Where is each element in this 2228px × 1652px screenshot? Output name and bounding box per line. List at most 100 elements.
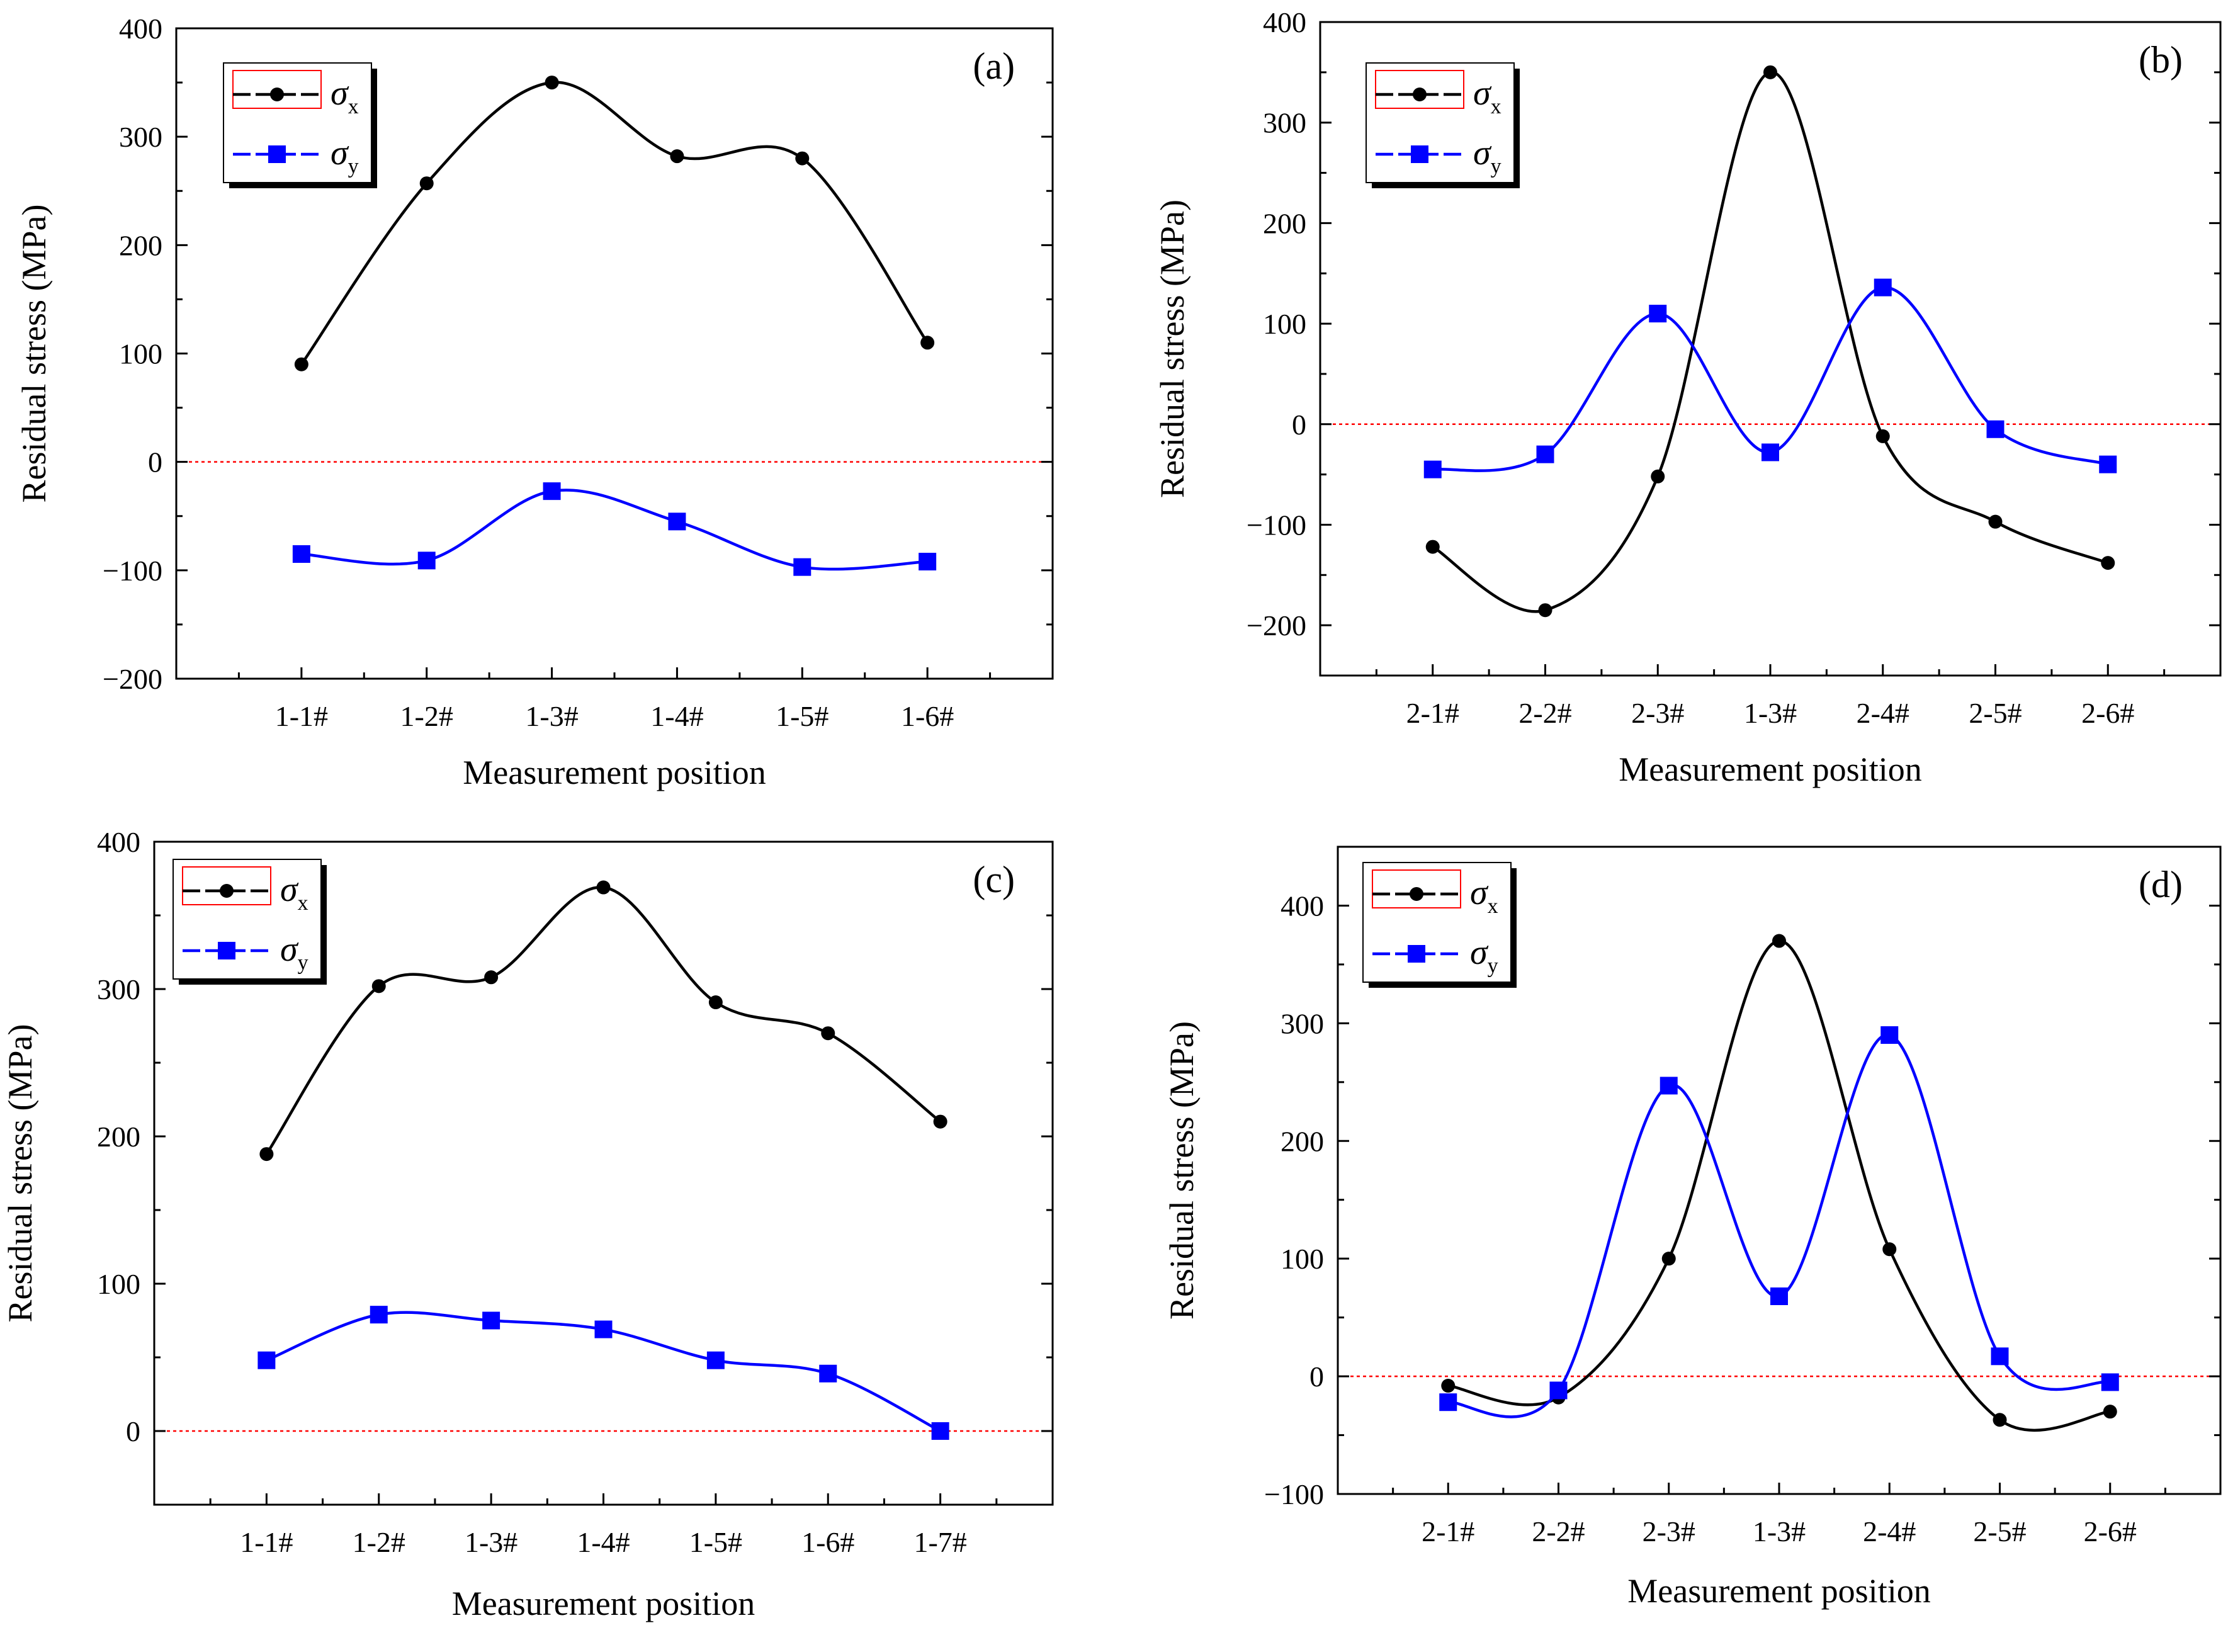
series-σx <box>1425 65 2115 618</box>
data-point <box>1441 1379 1456 1393</box>
legend-marker <box>268 145 286 163</box>
x-tick-label: 1-3# <box>1753 1515 1806 1547</box>
legend-subscript: y <box>1491 155 1501 178</box>
data-point <box>482 1311 500 1330</box>
panel-label: (d) <box>2139 864 2183 905</box>
legend-subscript: x <box>1491 95 1501 118</box>
legend-marker <box>218 942 235 959</box>
x-axis-title: Measurement position <box>1619 750 1921 788</box>
y-axis: −100 0 100 200 300 400 <box>1264 846 2220 1510</box>
data-point <box>1880 1026 1899 1044</box>
panel-label: (a) <box>973 45 1015 87</box>
y-tick-label: 100 <box>119 338 162 370</box>
y-tick-label: 200 <box>119 229 162 261</box>
data-point <box>484 970 499 985</box>
legend-box <box>1366 62 1515 183</box>
data-point <box>1874 278 1892 297</box>
data-point <box>1882 1242 1897 1257</box>
legend-label: σx <box>280 870 308 915</box>
series-σy <box>1439 1026 2119 1418</box>
data-point <box>1772 934 1786 948</box>
chart-panel-b: −200 −100 0 100 200 300 400 2-1# 2-2# 2-3# 1-3# 2-4… <box>1153 6 2222 788</box>
x-tick-label: 2-3# <box>1631 697 1684 729</box>
legend-marker <box>270 88 284 101</box>
series-line <box>1448 1033 2111 1418</box>
y-tick-label: 100 <box>1263 308 1306 340</box>
data-point <box>417 552 436 570</box>
series-σx <box>294 76 935 371</box>
data-point <box>1660 1077 1678 1095</box>
x-tick-label: 2-3# <box>1643 1515 1695 1547</box>
legend: σx σy <box>172 859 327 985</box>
data-point <box>1651 469 1665 484</box>
x-tick-label: 2-5# <box>1969 697 2022 729</box>
x-tick-label: 2-4# <box>1863 1515 1916 1547</box>
x-tick-label: 1-2# <box>353 1526 405 1558</box>
x-tick-label: 2-1# <box>1406 697 1459 729</box>
data-point <box>1986 420 2005 438</box>
y-tick-label: −200 <box>103 663 162 695</box>
y-axis-title: Residual stress (MPa) <box>1153 200 1191 498</box>
data-point <box>1875 429 1890 443</box>
data-point <box>706 1351 725 1369</box>
y-tick-label: 400 <box>1263 6 1306 38</box>
data-point <box>1770 1287 1788 1305</box>
x-tick-label: 2-4# <box>1857 697 1909 729</box>
data-point <box>1423 460 1442 478</box>
data-point <box>1763 65 1777 79</box>
y-tick-label: 100 <box>97 1268 140 1300</box>
x-tick-label: 1-7# <box>913 1526 966 1558</box>
data-point <box>2101 1373 2119 1391</box>
y-axis: −200 −100 0 100 200 300 400 <box>1247 6 2220 677</box>
data-point <box>257 1351 276 1369</box>
legend-subscript: y <box>348 155 359 178</box>
x-tick-label: 2-1# <box>1422 1515 1474 1547</box>
data-point <box>920 336 935 350</box>
x-tick-label: 1-1# <box>240 1526 293 1558</box>
data-point <box>1538 603 1552 618</box>
data-point <box>294 357 308 371</box>
series-σy <box>1423 278 2117 478</box>
data-point <box>1549 1381 1568 1400</box>
data-point <box>594 1320 613 1338</box>
x-tick-label: 1-6# <box>801 1526 854 1558</box>
y-tick-label: 400 <box>1281 890 1324 922</box>
x-tick-label: 1-3# <box>1744 697 1797 729</box>
legend-marker <box>1410 887 1423 901</box>
data-point <box>2103 1405 2117 1419</box>
legend-label: σy <box>280 930 308 975</box>
series-line <box>301 489 928 571</box>
y-tick-label: 200 <box>1281 1125 1324 1157</box>
legend-marker <box>1411 145 1428 163</box>
legend-subscript: y <box>298 951 308 975</box>
data-point <box>708 995 723 1010</box>
data-point <box>933 1114 947 1129</box>
data-point <box>543 482 561 501</box>
legend-highlight <box>1372 869 1461 908</box>
data-point <box>668 512 686 531</box>
series-line <box>1432 286 2108 472</box>
x-tick-label: 1-3# <box>465 1526 517 1558</box>
y-tick-label: 200 <box>97 1121 140 1153</box>
series-line <box>300 81 929 365</box>
series-line <box>265 886 942 1155</box>
x-tick-label: 2-2# <box>1518 697 1571 729</box>
y-tick-label: −100 <box>1247 509 1306 541</box>
data-point <box>1988 514 2003 529</box>
x-tick-label: 1-2# <box>400 700 453 732</box>
series-σx <box>1441 934 2117 1432</box>
data-point <box>2099 455 2117 473</box>
y-tick-label: 0 <box>126 1415 140 1447</box>
x-axis-title: Measurement position <box>463 754 766 791</box>
data-point <box>919 553 937 571</box>
legend-marker <box>1408 945 1425 963</box>
data-point <box>1993 1413 2007 1427</box>
data-point <box>795 151 810 166</box>
data-point <box>545 76 559 90</box>
data-point <box>1536 445 1554 463</box>
data-point <box>1439 1393 1457 1412</box>
series-line <box>1447 939 2111 1432</box>
y-tick-label: 400 <box>119 13 162 45</box>
y-tick-label: −200 <box>1247 609 1306 642</box>
